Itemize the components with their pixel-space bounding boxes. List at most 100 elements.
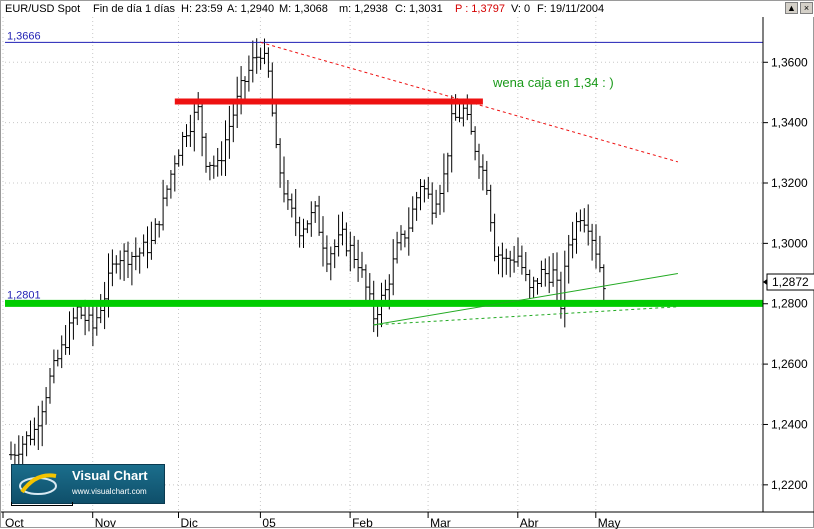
date-label: F: 19/11/2004 bbox=[537, 3, 605, 15]
ohlc-bar bbox=[243, 76, 247, 103]
ohlc-bar bbox=[71, 307, 76, 340]
ohlc-bar bbox=[527, 269, 532, 299]
ohlc-bar bbox=[504, 248, 509, 275]
ohlc-bar bbox=[399, 225, 403, 251]
ohlc-bar bbox=[395, 231, 400, 264]
trendline bbox=[373, 306, 678, 326]
x-tick-label: Mar bbox=[430, 516, 451, 529]
ohlc-bar bbox=[477, 143, 481, 179]
trendline bbox=[260, 41, 679, 163]
y-tick-label: 1,2600 bbox=[771, 357, 808, 371]
ohlc-bar bbox=[523, 252, 528, 282]
ohlc-bar bbox=[547, 256, 552, 294]
ohlc-bar bbox=[375, 304, 380, 337]
ohlc-bar bbox=[535, 277, 540, 295]
ohlc-bar bbox=[321, 216, 325, 267]
ohlc-bar bbox=[59, 335, 64, 369]
ohlc-bar bbox=[301, 218, 306, 249]
timeframe-label: Fin de día 1 días bbox=[93, 3, 175, 15]
close-window-button[interactable]: × bbox=[800, 2, 813, 14]
chart-title-bar: EUR/USD Spot Fin de día 1 días H: 23:59 … bbox=[1, 1, 814, 17]
last-price-arrow-icon bbox=[763, 279, 767, 286]
ohlc-bar bbox=[441, 153, 446, 213]
ohlc-bar bbox=[570, 221, 575, 259]
p-label: P : 1,3797 bbox=[455, 3, 505, 15]
y-tick-label: 1,2800 bbox=[771, 297, 808, 311]
ohlc-bar bbox=[363, 264, 368, 303]
ohlc-bar bbox=[188, 114, 193, 147]
ohlc-bar bbox=[430, 182, 435, 225]
ohlc-bar bbox=[317, 195, 322, 236]
ohlc-bar bbox=[422, 179, 427, 203]
ohlc-bar bbox=[508, 250, 513, 278]
ohlc-bar bbox=[40, 400, 45, 447]
ohlc-bar bbox=[16, 435, 21, 469]
ohlc-bar bbox=[586, 204, 591, 246]
symbol-label: EUR/USD Spot bbox=[5, 3, 81, 15]
ohlc-bar bbox=[566, 234, 571, 284]
y-tick-label: 1,2200 bbox=[771, 478, 808, 492]
ohlc-bar bbox=[438, 184, 442, 215]
ohlc-bar bbox=[176, 149, 181, 167]
annotation-text: wena caja en 1,34 : ) bbox=[492, 75, 614, 90]
level-label: 1,2801 bbox=[7, 289, 41, 301]
ohlc-bar bbox=[106, 253, 111, 318]
ohlc-bar bbox=[133, 237, 138, 271]
x-tick-label: Dic bbox=[181, 516, 198, 529]
ohlc-bar bbox=[36, 405, 41, 450]
logo-swoosh-icon bbox=[19, 473, 57, 495]
ohlc-bar bbox=[165, 185, 169, 207]
ohlc-bar bbox=[543, 258, 548, 287]
ohlc-bar bbox=[414, 191, 419, 221]
logo-title: Visual Chart bbox=[72, 468, 148, 483]
ohlc-bar bbox=[465, 94, 470, 121]
ohlc-bar bbox=[184, 124, 189, 148]
ohlc-bar bbox=[340, 211, 345, 246]
ohlc-bar bbox=[305, 220, 310, 234]
ohlc-bar bbox=[488, 184, 493, 232]
ohlc-bar bbox=[200, 102, 205, 157]
ohlc-bar bbox=[516, 237, 520, 267]
ohlc-bar bbox=[246, 55, 251, 92]
trendline bbox=[373, 273, 678, 326]
ohlc-bar bbox=[215, 147, 220, 177]
last-price-label: 1,2872 bbox=[772, 275, 809, 289]
ohlc-bar bbox=[153, 218, 158, 245]
ohlc-bar bbox=[352, 235, 357, 269]
chart-overlays: 1,3666 1,2801 wena caja en 1,34 : ) bbox=[5, 30, 763, 326]
ohlc-bar bbox=[426, 176, 431, 199]
ohlc-bar bbox=[192, 103, 197, 152]
visual-chart-logo: Visual Chart www.visualchart.com bbox=[11, 464, 165, 504]
ohlc-bar bbox=[266, 47, 271, 78]
ohlc-bars bbox=[9, 38, 606, 472]
ohlc-bar bbox=[480, 154, 485, 191]
ohlc-bar bbox=[313, 201, 318, 223]
ohlc-bar bbox=[67, 311, 72, 355]
ohlc-bar bbox=[512, 245, 517, 273]
ohlc-bar bbox=[55, 349, 60, 367]
ohlc-bar bbox=[12, 443, 17, 468]
ohlc-bar bbox=[484, 160, 489, 195]
ohlc-bar bbox=[141, 234, 146, 257]
hour-label: H: 23:59 bbox=[181, 3, 223, 15]
ohlc-bar bbox=[118, 250, 123, 280]
ohlc-bar bbox=[87, 306, 91, 332]
ohlc-bar bbox=[336, 214, 341, 257]
open-label: A: 1,2940 bbox=[227, 3, 275, 15]
ohlc-bar bbox=[48, 367, 52, 404]
ohlc-bar bbox=[32, 417, 37, 446]
ohlc-bar bbox=[418, 179, 423, 211]
ohlc-bar bbox=[270, 62, 275, 117]
ohlc-bar bbox=[219, 141, 224, 176]
ohlc-bar bbox=[383, 279, 388, 300]
ohlc-bar bbox=[9, 441, 13, 460]
y-tick-label: 1,3400 bbox=[771, 116, 808, 130]
ohlc-bar bbox=[24, 431, 29, 457]
ohlc-bar bbox=[555, 252, 559, 301]
ohlc-bar bbox=[149, 221, 154, 260]
volume-label: V: 0 bbox=[511, 3, 531, 15]
scroll-up-button[interactable]: ▲ bbox=[785, 2, 798, 14]
ohlc-bar bbox=[161, 179, 166, 231]
